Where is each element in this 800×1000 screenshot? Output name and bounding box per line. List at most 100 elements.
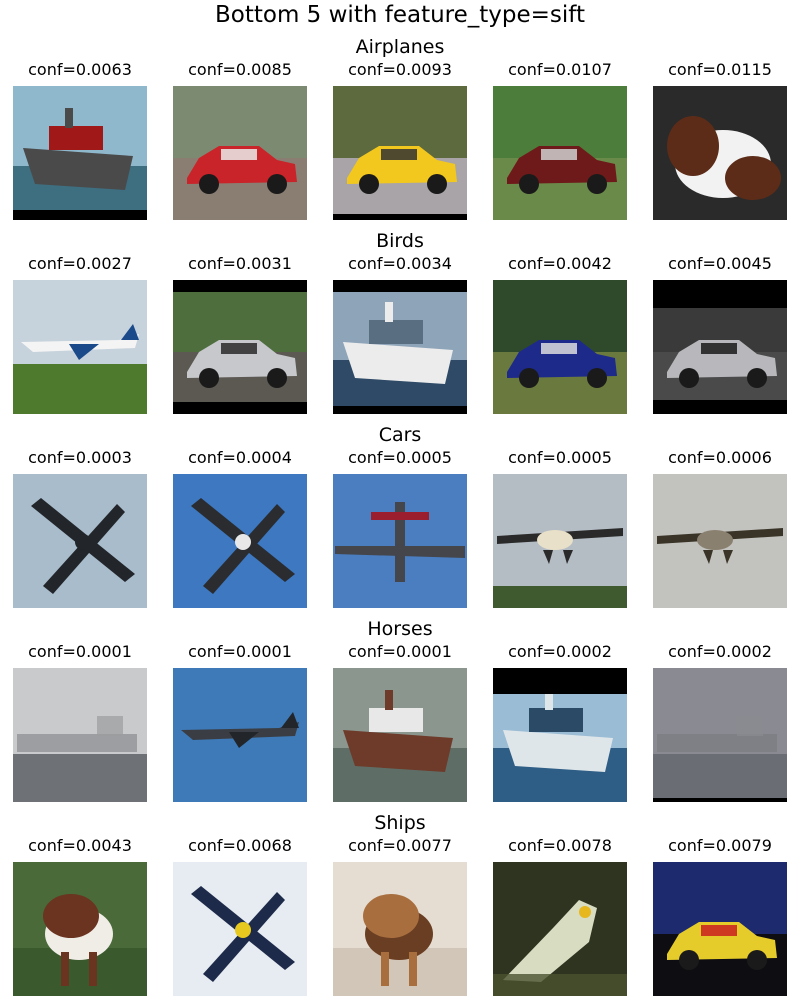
row-title: Birds bbox=[376, 230, 424, 252]
thumbnail-image bbox=[493, 280, 627, 414]
thumbnail-image bbox=[13, 668, 147, 802]
ship-hull-shape bbox=[23, 148, 133, 190]
thumbnail-plane-side-picture bbox=[173, 668, 307, 802]
thumbnail-image bbox=[653, 86, 787, 220]
ship-hull-shape bbox=[657, 734, 777, 752]
ship-superstructure-shape bbox=[529, 708, 583, 732]
thumbnail-image bbox=[653, 474, 787, 608]
thumbnail-plane-x-picture bbox=[13, 474, 147, 608]
figure-title: Bottom 5 with feature_type=sift bbox=[215, 2, 585, 28]
car-body-shape bbox=[347, 146, 457, 184]
thumbnail-image bbox=[493, 86, 627, 220]
thumbnail-image bbox=[13, 280, 147, 414]
confidence-label: conf=0.0042 bbox=[508, 254, 612, 273]
thumbnail-image bbox=[333, 86, 467, 220]
thumbnail-plane-x-picture bbox=[173, 474, 307, 608]
ship-superstructure-shape bbox=[369, 708, 423, 732]
thumbnail-bird-picture bbox=[493, 862, 627, 996]
car-body-shape bbox=[507, 146, 617, 184]
row-title: Cars bbox=[378, 424, 422, 446]
confidence-label: conf=0.0005 bbox=[508, 448, 612, 467]
thumbnail-car-picture bbox=[493, 280, 627, 414]
confidence-label: conf=0.0002 bbox=[508, 642, 612, 661]
car-body-shape bbox=[667, 340, 777, 378]
confidence-label: conf=0.0001 bbox=[188, 642, 292, 661]
thumbnail-image bbox=[653, 280, 787, 414]
row-title: Horses bbox=[367, 618, 433, 640]
thumbnail-horse-picture bbox=[333, 862, 467, 996]
thumbnail-image bbox=[333, 280, 467, 414]
confidence-label: conf=0.0003 bbox=[28, 448, 132, 467]
thumbnail-plane-front-picture bbox=[653, 474, 787, 608]
car-body-shape bbox=[667, 922, 777, 960]
thumbnail-image bbox=[13, 862, 147, 996]
confidence-label: conf=0.0107 bbox=[508, 60, 612, 79]
confidence-label: conf=0.0034 bbox=[348, 254, 452, 273]
confidence-label: conf=0.0068 bbox=[188, 836, 292, 855]
car-body-shape bbox=[187, 340, 297, 378]
confidence-label: conf=0.0079 bbox=[668, 836, 772, 855]
ship-hull-shape bbox=[503, 730, 613, 772]
confidence-label: conf=0.0031 bbox=[188, 254, 292, 273]
confidence-label: conf=0.0027 bbox=[28, 254, 132, 273]
thumbnail-plane-front-picture bbox=[493, 474, 627, 608]
thumbnail-image bbox=[493, 668, 627, 802]
thumbnail-car-picture bbox=[493, 86, 627, 220]
thumbnail-image bbox=[333, 668, 467, 802]
confidence-label: conf=0.0004 bbox=[188, 448, 292, 467]
confidence-label: conf=0.0085 bbox=[188, 60, 292, 79]
thumbnail-plane-top-picture bbox=[333, 474, 467, 608]
confidence-label: conf=0.0077 bbox=[348, 836, 452, 855]
confidence-label: conf=0.0063 bbox=[28, 60, 132, 79]
plane-fuselage-shape bbox=[21, 334, 139, 352]
thumbnail-image bbox=[493, 862, 627, 996]
thumbnail-image bbox=[173, 86, 307, 220]
thumbnail-image bbox=[493, 474, 627, 608]
confidence-label: conf=0.0002 bbox=[668, 642, 772, 661]
confidence-label: conf=0.0078 bbox=[508, 836, 612, 855]
thumbnail-plane-x-picture bbox=[173, 862, 307, 996]
thumbnail-ship-picture bbox=[333, 280, 467, 414]
confidence-label: conf=0.0115 bbox=[668, 60, 772, 79]
bird-body-shape bbox=[503, 900, 597, 982]
ship-superstructure-shape bbox=[369, 320, 423, 344]
ship-hull-shape bbox=[17, 734, 137, 752]
thumbnail-image bbox=[333, 474, 467, 608]
thumbnail-image bbox=[13, 474, 147, 608]
thumbnail-plane-side-picture bbox=[13, 280, 147, 414]
confidence-label: conf=0.0001 bbox=[28, 642, 132, 661]
thumbnail-image bbox=[13, 86, 147, 220]
thumbnail-horse-picture bbox=[13, 862, 147, 996]
thumbnail-car-picture bbox=[173, 86, 307, 220]
thumbnail-car-picture bbox=[653, 280, 787, 414]
confidence-label: conf=0.0093 bbox=[348, 60, 452, 79]
car-body-shape bbox=[187, 146, 297, 184]
thumbnail-image bbox=[173, 474, 307, 608]
thumbnail-ship-picture bbox=[493, 668, 627, 802]
plane-fuselage-shape bbox=[181, 722, 299, 740]
thumbnail-car-picture bbox=[173, 280, 307, 414]
thumbnail-car-picture bbox=[653, 862, 787, 996]
thumbnail-image bbox=[173, 668, 307, 802]
ship-superstructure-shape bbox=[49, 126, 103, 150]
thumbnail-ship-picture bbox=[333, 668, 467, 802]
thumbnail-animal-picture bbox=[653, 86, 787, 220]
car-body-shape bbox=[507, 340, 617, 378]
confidence-label: conf=0.0045 bbox=[668, 254, 772, 273]
row-title: Ships bbox=[374, 812, 426, 834]
thumbnail-ship-picture bbox=[13, 86, 147, 220]
row-title: Airplanes bbox=[355, 36, 445, 58]
ship-hull-shape bbox=[343, 730, 453, 772]
plane-fuselage-shape bbox=[395, 502, 405, 582]
thumbnail-car-picture bbox=[333, 86, 467, 220]
plane-wing-shape bbox=[335, 546, 465, 558]
thumbnail-ship-fog-picture bbox=[653, 668, 787, 802]
thumbnail-ship-fog-picture bbox=[13, 668, 147, 802]
thumbnail-image bbox=[173, 862, 307, 996]
thumbnail-image bbox=[653, 862, 787, 996]
thumbnail-image bbox=[173, 280, 307, 414]
ship-hull-shape bbox=[343, 342, 453, 384]
confidence-label: conf=0.0043 bbox=[28, 836, 132, 855]
confidence-label: conf=0.0001 bbox=[348, 642, 452, 661]
thumbnail-image bbox=[333, 862, 467, 996]
